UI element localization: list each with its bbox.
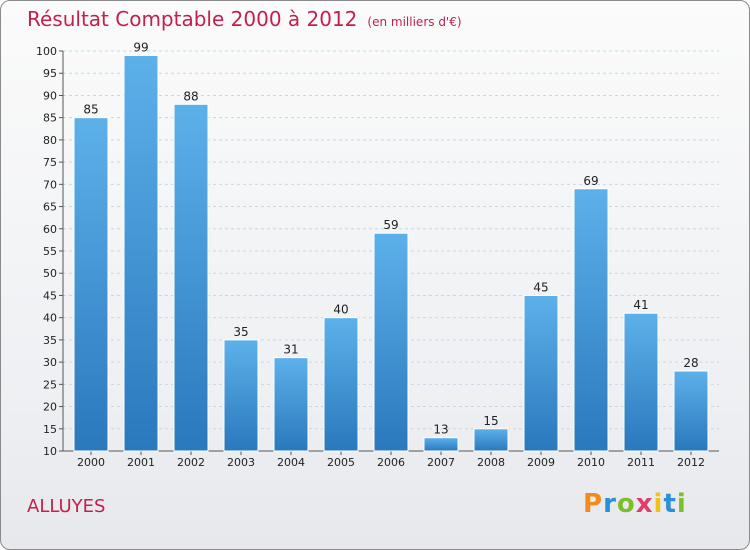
x-tick-label-2009: 2009	[527, 456, 555, 469]
y-tick-label: 55	[43, 245, 57, 258]
bar-2008	[473, 428, 509, 452]
y-tick-label: 65	[43, 201, 57, 214]
x-tick-label-2008: 2008	[477, 456, 505, 469]
chart-title: Résultat Comptable 2000 à 2012 (en millie…	[27, 7, 462, 31]
commune-name: ALLUYES	[27, 496, 106, 517]
value-label-2012: 28	[683, 356, 698, 370]
chart-subtitle: (en milliers d'€)	[367, 15, 462, 29]
bar-2001	[123, 54, 159, 452]
proxiti-logo: Proxiti	[583, 489, 687, 519]
y-tick-label: 35	[43, 334, 57, 347]
logo-letter: r	[603, 489, 617, 519]
value-label-2008: 15	[483, 414, 498, 428]
bar-2003	[223, 339, 259, 452]
value-label-2003: 35	[233, 325, 248, 339]
bar-2000	[73, 117, 109, 452]
x-tick-label-2006: 2006	[377, 456, 405, 469]
x-tick-label-2012: 2012	[677, 456, 705, 469]
logo-letter: t	[663, 489, 677, 519]
bar-2009	[523, 294, 559, 452]
x-tick-label-2011: 2011	[627, 456, 655, 469]
x-tick-label-2005: 2005	[327, 456, 355, 469]
y-tick-label: 90	[43, 89, 57, 102]
value-label-2004: 31	[283, 343, 298, 357]
bar-2006	[373, 232, 409, 452]
y-tick-label: 95	[43, 67, 57, 80]
logo-letter: P	[583, 489, 604, 519]
bar-2002	[173, 103, 209, 452]
y-tick-label: 25	[43, 378, 57, 391]
x-tick-label-2003: 2003	[227, 456, 255, 469]
value-label-2001: 99	[133, 40, 148, 54]
bars	[73, 54, 709, 452]
bar-2010	[573, 188, 609, 452]
logo-letter: i	[676, 489, 687, 519]
chart-title-text: Résultat Comptable 2000 à 2012	[27, 7, 358, 31]
logo-letter: i	[653, 489, 664, 519]
y-tick-label: 10	[43, 445, 57, 458]
x-tick-label-2002: 2002	[177, 456, 205, 469]
logo-letter: x	[635, 489, 654, 519]
y-tick-label: 40	[43, 312, 57, 325]
value-label-2007: 13	[433, 423, 448, 437]
bar-2011	[623, 312, 659, 452]
y-tick-label: 60	[43, 223, 57, 236]
y-tick-label: 85	[43, 112, 57, 125]
y-tick-label: 30	[43, 356, 57, 369]
value-label-2011: 41	[633, 298, 648, 312]
value-label-2002: 88	[183, 89, 198, 103]
bar-2005	[323, 317, 359, 452]
x-tick-label-2001: 2001	[127, 456, 155, 469]
y-tick-label: 20	[43, 401, 57, 414]
y-tick-label: 50	[43, 267, 57, 280]
y-tick-label: 15	[43, 423, 57, 436]
x-tick-label-2010: 2010	[577, 456, 605, 469]
value-label-2005: 40	[333, 303, 348, 317]
value-label-2010: 69	[583, 174, 598, 188]
x-tick-label-2004: 2004	[277, 456, 305, 469]
x-tick-label-2007: 2007	[427, 456, 455, 469]
y-tick-label: 70	[43, 178, 57, 191]
x-tick-label-2000: 2000	[77, 456, 105, 469]
value-label-2000: 85	[83, 103, 98, 117]
value-label-2009: 45	[533, 280, 548, 294]
bar-2012	[673, 370, 709, 452]
bar-2007	[423, 437, 459, 452]
bar-2004	[273, 357, 309, 452]
y-tick-label: 80	[43, 134, 57, 147]
y-tick-label: 45	[43, 289, 57, 302]
labels: 10 15 20 25 30 35 40 45 50 55 60 65 70 75 80 85 90 95 100 8…	[36, 40, 705, 469]
y-tick-label: 75	[43, 156, 57, 169]
value-label-2006: 59	[383, 218, 398, 232]
y-tick-label: 100	[36, 45, 57, 58]
logo-letter: o	[616, 489, 636, 519]
